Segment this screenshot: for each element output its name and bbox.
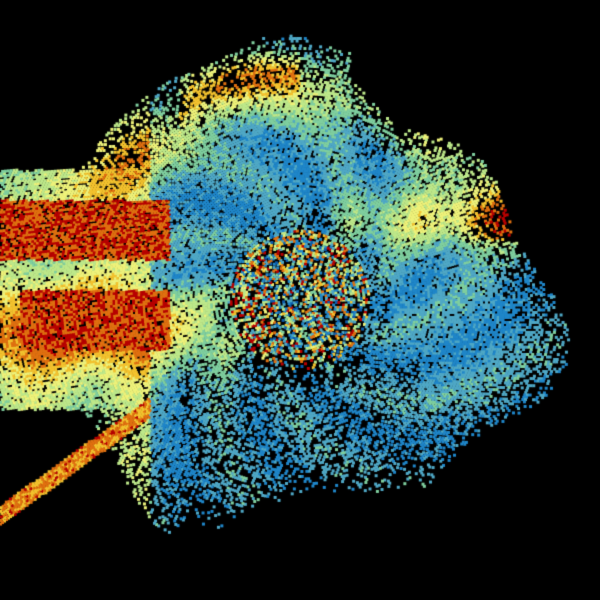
radar-image (0, 0, 600, 600)
radar-reflectivity-canvas (0, 0, 600, 600)
